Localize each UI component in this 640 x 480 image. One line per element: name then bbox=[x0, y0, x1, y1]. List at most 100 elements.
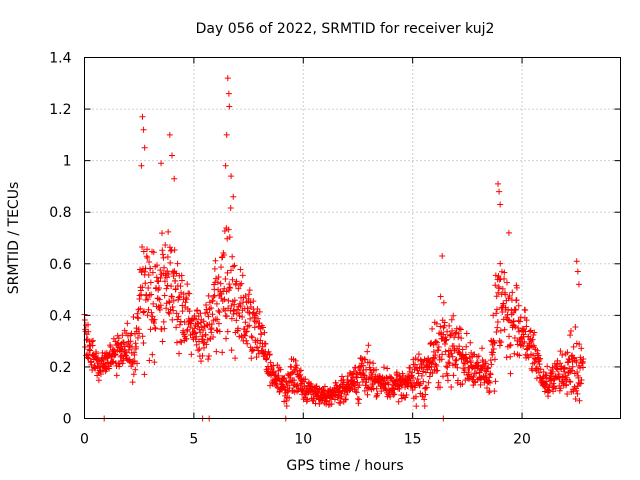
data-point bbox=[195, 347, 202, 354]
data-point bbox=[213, 348, 220, 355]
data-point bbox=[545, 393, 552, 400]
data-point bbox=[161, 325, 168, 332]
data-point bbox=[106, 365, 113, 372]
data-point bbox=[453, 356, 460, 363]
data-point bbox=[445, 359, 452, 366]
data-point bbox=[324, 397, 331, 404]
data-point bbox=[475, 353, 482, 360]
data-point bbox=[205, 356, 212, 363]
data-point bbox=[505, 306, 512, 313]
data-point bbox=[496, 342, 503, 349]
data-point bbox=[194, 323, 201, 330]
data-point bbox=[374, 390, 381, 397]
data-point bbox=[194, 307, 201, 314]
data-point bbox=[246, 287, 253, 294]
data-point bbox=[291, 377, 298, 384]
data-point bbox=[356, 382, 363, 389]
data-point bbox=[176, 293, 183, 300]
data-point bbox=[209, 311, 216, 318]
data-point bbox=[119, 360, 126, 367]
data-point bbox=[437, 323, 444, 330]
data-point bbox=[491, 340, 498, 347]
data-point bbox=[515, 317, 522, 324]
data-point bbox=[145, 272, 152, 279]
data-point bbox=[256, 308, 263, 315]
data-point bbox=[198, 358, 205, 365]
data-point bbox=[498, 339, 505, 346]
data-point bbox=[529, 367, 536, 374]
data-point bbox=[115, 335, 122, 342]
data-point bbox=[574, 368, 581, 375]
data-point bbox=[149, 351, 156, 358]
data-point bbox=[365, 342, 372, 349]
data-point bbox=[409, 369, 416, 376]
data-point bbox=[549, 368, 556, 375]
data-point bbox=[353, 389, 360, 396]
data-point bbox=[182, 299, 189, 306]
data-point bbox=[134, 334, 141, 341]
data-point bbox=[495, 289, 502, 296]
data-point bbox=[179, 308, 186, 315]
data-point bbox=[428, 360, 435, 367]
data-point bbox=[432, 352, 439, 359]
data-point bbox=[492, 282, 499, 289]
data-point bbox=[437, 384, 444, 391]
data-point bbox=[148, 309, 155, 316]
data-point bbox=[387, 393, 394, 400]
data-point bbox=[200, 318, 207, 325]
data-points bbox=[81, 75, 587, 422]
data-point bbox=[188, 351, 195, 358]
data-point bbox=[579, 358, 586, 365]
data-point bbox=[116, 360, 123, 367]
data-point bbox=[88, 361, 95, 368]
data-point bbox=[159, 230, 166, 237]
data-point bbox=[213, 327, 220, 334]
data-point bbox=[208, 321, 215, 328]
data-point bbox=[247, 315, 254, 322]
data-point bbox=[244, 323, 251, 330]
data-point bbox=[243, 337, 250, 344]
data-point bbox=[421, 402, 428, 409]
data-point bbox=[141, 308, 148, 315]
data-point bbox=[450, 342, 457, 349]
data-point bbox=[523, 317, 530, 324]
data-point bbox=[407, 364, 414, 371]
data-point bbox=[338, 393, 345, 400]
data-point bbox=[215, 320, 222, 327]
data-point bbox=[454, 377, 461, 384]
data-point bbox=[247, 299, 254, 306]
data-point bbox=[171, 175, 178, 182]
data-point bbox=[497, 327, 504, 334]
data-point bbox=[157, 267, 164, 274]
data-point bbox=[557, 348, 564, 355]
data-point bbox=[150, 300, 157, 307]
data-point bbox=[529, 336, 536, 343]
data-point bbox=[507, 370, 514, 377]
data-point bbox=[136, 292, 143, 299]
data-point bbox=[384, 365, 391, 372]
data-point bbox=[133, 343, 140, 350]
data-point bbox=[442, 341, 449, 348]
data-point bbox=[458, 335, 465, 342]
data-point bbox=[237, 266, 244, 273]
data-point bbox=[146, 259, 153, 266]
data-point bbox=[141, 144, 148, 151]
data-point bbox=[251, 317, 258, 324]
data-point bbox=[168, 293, 175, 300]
data-point bbox=[410, 374, 417, 381]
data-point bbox=[522, 307, 529, 314]
data-point bbox=[461, 366, 468, 373]
data-point bbox=[396, 385, 403, 392]
data-point bbox=[380, 364, 387, 371]
data-point bbox=[503, 354, 510, 361]
data-point bbox=[479, 345, 486, 352]
data-point bbox=[448, 383, 455, 390]
data-point bbox=[442, 348, 449, 355]
data-point bbox=[369, 371, 376, 378]
data-point bbox=[488, 361, 495, 368]
data-point bbox=[281, 375, 288, 382]
data-point bbox=[140, 248, 147, 255]
data-point bbox=[154, 262, 161, 269]
data-point bbox=[503, 279, 510, 286]
data-point bbox=[452, 361, 459, 368]
